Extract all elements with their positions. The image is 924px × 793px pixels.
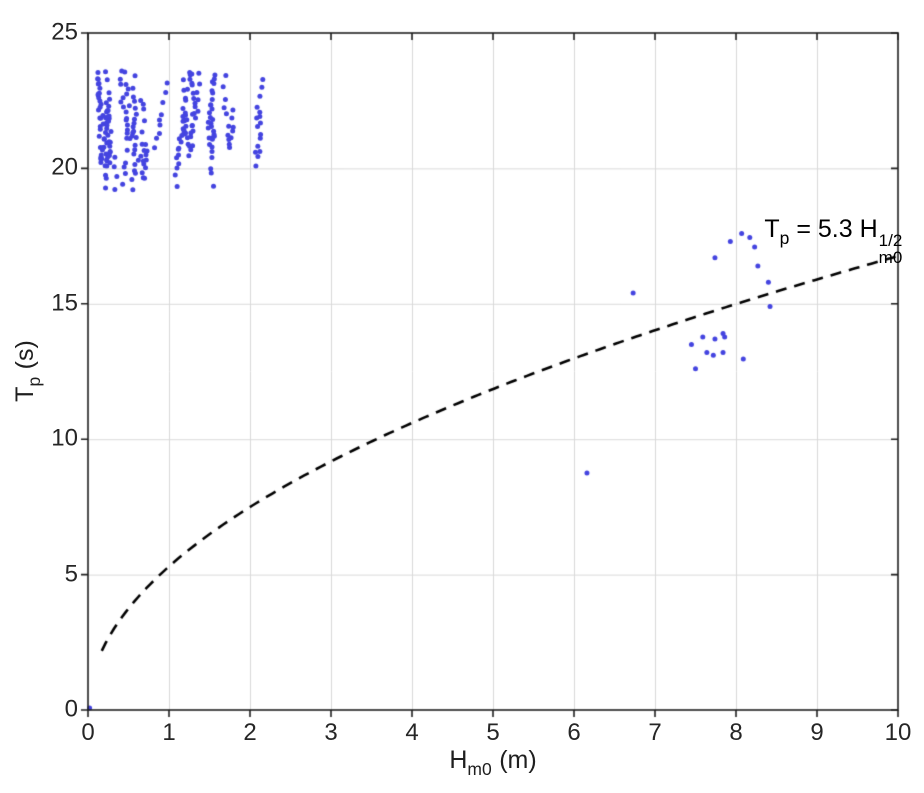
annotation-t1: T — [764, 214, 780, 243]
x-tick-label: 1 — [162, 719, 176, 746]
x-axis-label: Hm0 (m) — [449, 746, 536, 780]
y-tick-label: 15 — [51, 289, 78, 317]
y-tick-label: 5 — [64, 560, 78, 588]
y-axis-label-unit: (s) — [11, 340, 39, 370]
fit-equation-annotation: Tp = 5.3 H 1/2 m0 — [764, 215, 902, 266]
annotation-t2: = 5.3 H — [796, 214, 878, 243]
x-tick-label: 7 — [648, 719, 662, 746]
x-tick-label: 9 — [810, 719, 824, 746]
annotation-exponent-stack: 1/2 m0 — [878, 230, 903, 268]
x-tick-label: 5 — [486, 719, 500, 746]
y-tick-label: 25 — [51, 18, 78, 46]
annotation-sup: 1/2 — [878, 230, 903, 250]
annotation-t1-sub: p — [779, 227, 790, 248]
x-tick-label: 10 — [884, 719, 912, 746]
y-axis-label-base: T — [11, 386, 39, 402]
x-tick-label: 3 — [324, 719, 338, 746]
x-tick-label: 6 — [567, 719, 581, 746]
x-axis-label-sub: m0 — [467, 759, 492, 779]
x-tick-label: 8 — [729, 719, 743, 746]
x-axis-label-unit: (m) — [499, 746, 537, 774]
x-axis-label-base: H — [449, 746, 468, 774]
x-tick-label: 2 — [243, 719, 257, 746]
y-tick-label: 20 — [51, 153, 78, 181]
y-tick-label: 10 — [51, 424, 78, 452]
y-tick-label: 0 — [64, 695, 78, 723]
x-tick-label: 4 — [405, 719, 419, 746]
y-axis-label-sub: p — [24, 376, 44, 387]
annotation-sub: m0 — [878, 248, 903, 268]
y-axis-label: Tp (s) — [11, 340, 45, 402]
x-tick-label: 0 — [81, 719, 95, 746]
